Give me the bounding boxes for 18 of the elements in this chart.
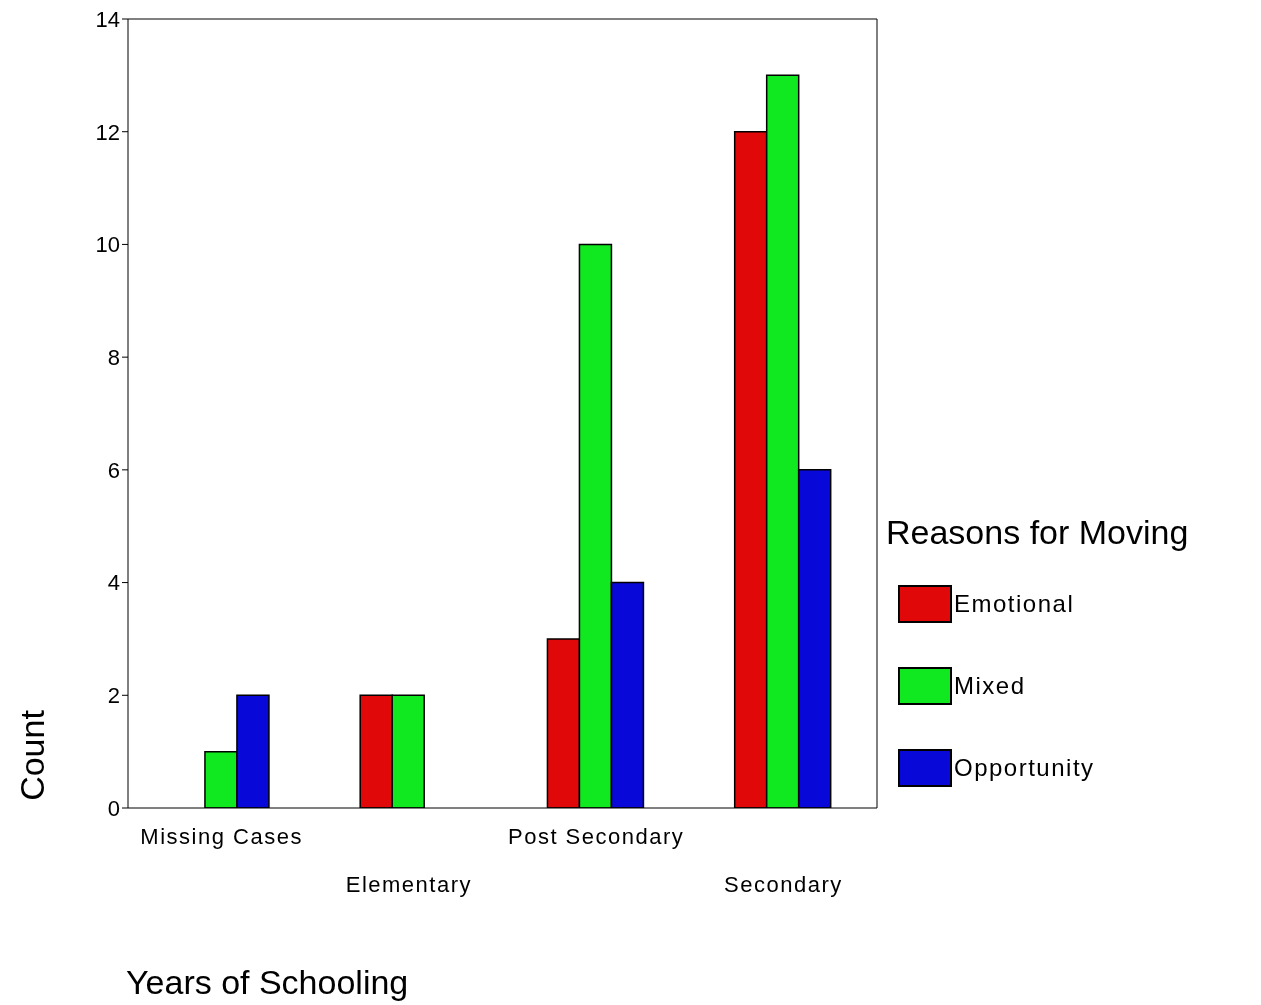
y-tick-label: 12	[95, 119, 120, 145]
x-axis-title: Years of Schooling	[126, 963, 409, 1002]
legend-label: Mixed	[954, 672, 1026, 700]
x-tick-label: Secondary	[724, 871, 843, 897]
x-tick-label: Post Secondary	[507, 823, 685, 849]
y-axis-title: Count	[12, 710, 52, 801]
y-tick-label: 2	[107, 683, 120, 709]
y-tick-label: 8	[107, 344, 120, 370]
legend-label: Emotional	[954, 590, 1075, 618]
legend-label: Opportunity	[954, 754, 1095, 782]
y-tick-label: 4	[107, 570, 120, 596]
legend-title: Reasons for Moving	[886, 513, 1189, 552]
y-tick-label: 10	[95, 232, 120, 258]
y-tick-label: 6	[107, 457, 120, 483]
y-tick-label: 14	[95, 6, 120, 32]
x-tick-label: Missing Cases	[140, 823, 303, 849]
x-tick-label: Elementary	[345, 871, 473, 897]
y-tick-label: 0	[107, 795, 120, 821]
